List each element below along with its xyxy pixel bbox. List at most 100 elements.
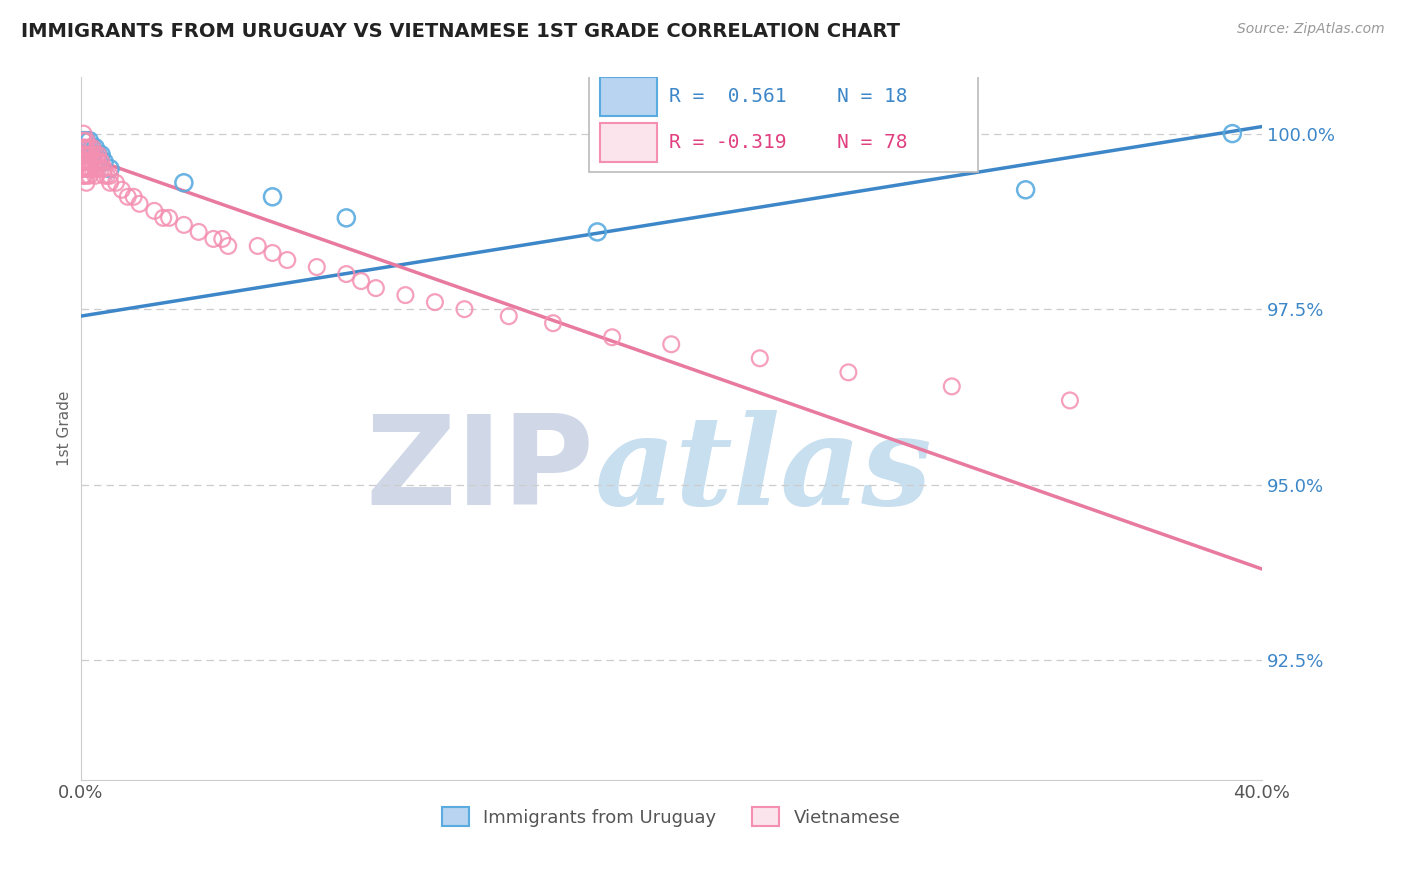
Point xyxy=(335,211,357,225)
Point xyxy=(93,169,115,183)
Point xyxy=(82,161,104,176)
Point xyxy=(262,246,284,260)
Point xyxy=(941,379,963,393)
Text: N = 18: N = 18 xyxy=(837,87,907,106)
Point xyxy=(98,176,121,190)
Point xyxy=(600,330,623,344)
Point xyxy=(79,161,101,176)
Point xyxy=(217,239,239,253)
FancyBboxPatch shape xyxy=(600,123,657,161)
Point xyxy=(98,169,121,183)
Point xyxy=(79,147,101,161)
Point xyxy=(72,147,94,161)
Point xyxy=(104,176,127,190)
Point xyxy=(72,169,94,183)
Point xyxy=(364,281,387,295)
Point xyxy=(82,154,104,169)
Point xyxy=(1014,183,1036,197)
Point xyxy=(157,211,180,225)
Point xyxy=(90,154,112,169)
Point xyxy=(82,141,104,155)
Point xyxy=(79,154,101,169)
Point xyxy=(87,161,110,176)
Point xyxy=(84,147,107,161)
Point xyxy=(93,161,115,176)
Point xyxy=(498,309,520,323)
Point xyxy=(75,134,97,148)
Point xyxy=(276,252,298,267)
Point xyxy=(84,161,107,176)
Point xyxy=(75,134,97,148)
Point xyxy=(98,161,121,176)
Point xyxy=(79,161,101,176)
Point xyxy=(187,225,209,239)
Text: ZIP: ZIP xyxy=(366,410,595,531)
Point xyxy=(143,203,166,218)
Point xyxy=(96,169,118,183)
Point xyxy=(75,141,97,155)
Point xyxy=(117,190,139,204)
Point xyxy=(453,302,475,317)
Point xyxy=(82,141,104,155)
Point xyxy=(72,127,94,141)
Point xyxy=(72,154,94,169)
Point xyxy=(75,169,97,183)
Point xyxy=(305,260,328,274)
Point xyxy=(79,141,101,155)
Point xyxy=(586,225,609,239)
Point xyxy=(541,316,564,330)
Point xyxy=(87,147,110,161)
Point xyxy=(394,288,416,302)
FancyBboxPatch shape xyxy=(600,78,657,116)
Point xyxy=(82,147,104,161)
Point xyxy=(72,161,94,176)
Point xyxy=(72,141,94,155)
Point xyxy=(72,161,94,176)
Text: N = 78: N = 78 xyxy=(837,133,907,152)
Text: Source: ZipAtlas.com: Source: ZipAtlas.com xyxy=(1237,22,1385,37)
Text: IMMIGRANTS FROM URUGUAY VS VIETNAMESE 1ST GRADE CORRELATION CHART: IMMIGRANTS FROM URUGUAY VS VIETNAMESE 1S… xyxy=(21,22,900,41)
Point xyxy=(79,147,101,161)
Point xyxy=(659,337,682,351)
Point xyxy=(84,169,107,183)
Point xyxy=(72,134,94,148)
Point xyxy=(748,351,770,366)
Point xyxy=(128,197,150,211)
Point xyxy=(837,365,859,379)
Point xyxy=(72,147,94,161)
Point xyxy=(173,176,195,190)
Point xyxy=(87,154,110,169)
Point xyxy=(90,147,112,161)
Point xyxy=(79,147,101,161)
Point xyxy=(79,169,101,183)
Point xyxy=(93,154,115,169)
Text: R =  0.561: R = 0.561 xyxy=(669,87,786,106)
Point xyxy=(75,176,97,190)
Point xyxy=(79,134,101,148)
Point xyxy=(122,190,145,204)
Point xyxy=(335,267,357,281)
Y-axis label: 1st Grade: 1st Grade xyxy=(58,391,72,467)
Point xyxy=(75,147,97,161)
Point xyxy=(350,274,373,288)
Point xyxy=(173,218,195,232)
Point xyxy=(72,141,94,155)
FancyBboxPatch shape xyxy=(589,63,979,172)
Point xyxy=(75,161,97,176)
Point xyxy=(262,190,284,204)
Point xyxy=(72,169,94,183)
Point xyxy=(84,141,107,155)
Point xyxy=(75,154,97,169)
Point xyxy=(87,147,110,161)
Point xyxy=(152,211,174,225)
Point xyxy=(111,183,134,197)
Point xyxy=(75,161,97,176)
Point xyxy=(1222,127,1244,141)
Point xyxy=(75,154,97,169)
Point xyxy=(211,232,233,246)
Point xyxy=(72,134,94,148)
Point xyxy=(72,154,94,169)
Text: atlas: atlas xyxy=(595,410,932,532)
Point xyxy=(423,295,446,310)
Point xyxy=(82,147,104,161)
